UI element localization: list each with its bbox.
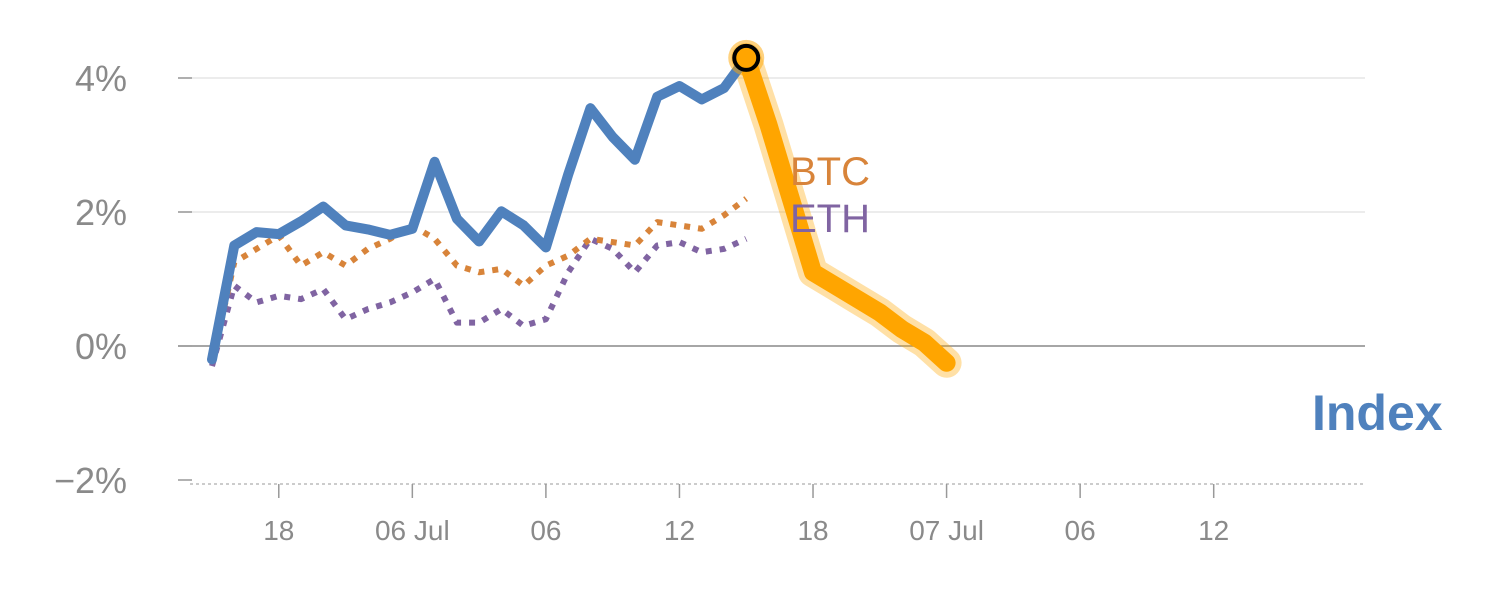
x-tick-label: 12 bbox=[664, 515, 695, 546]
series-line-btc bbox=[209, 196, 749, 364]
x-tick-label: 12 bbox=[1198, 515, 1229, 546]
axis-layer: 4% 2% 0% −2% 18 06 Jul 06 12 18 07 Jul 06 12 bbox=[54, 58, 1229, 546]
x-tick-label: 06 Jul bbox=[375, 515, 450, 546]
x-tick-label: 18 bbox=[797, 515, 828, 546]
series-layer bbox=[207, 42, 962, 378]
y-tick-label: 4% bbox=[75, 58, 127, 99]
highlight-point bbox=[732, 43, 761, 72]
x-tick-label: 07 Jul bbox=[909, 515, 984, 546]
series-label-btc: BTC bbox=[790, 150, 870, 194]
y-tick-label: −2% bbox=[54, 460, 127, 501]
highlight-line bbox=[737, 48, 956, 372]
x-tick-label: 18 bbox=[263, 515, 294, 546]
x-tick-label: 06 bbox=[530, 515, 561, 546]
series-label-eth: ETH bbox=[790, 197, 870, 241]
series-line-eth bbox=[209, 235, 748, 367]
series-line-index bbox=[207, 52, 752, 365]
y-tick-label: 0% bbox=[75, 326, 127, 367]
x-tick-label: 06 bbox=[1065, 515, 1096, 546]
grid-layer bbox=[178, 77, 1365, 485]
y-tick-label: 2% bbox=[75, 192, 127, 233]
series-label-index: Index bbox=[1312, 385, 1443, 441]
